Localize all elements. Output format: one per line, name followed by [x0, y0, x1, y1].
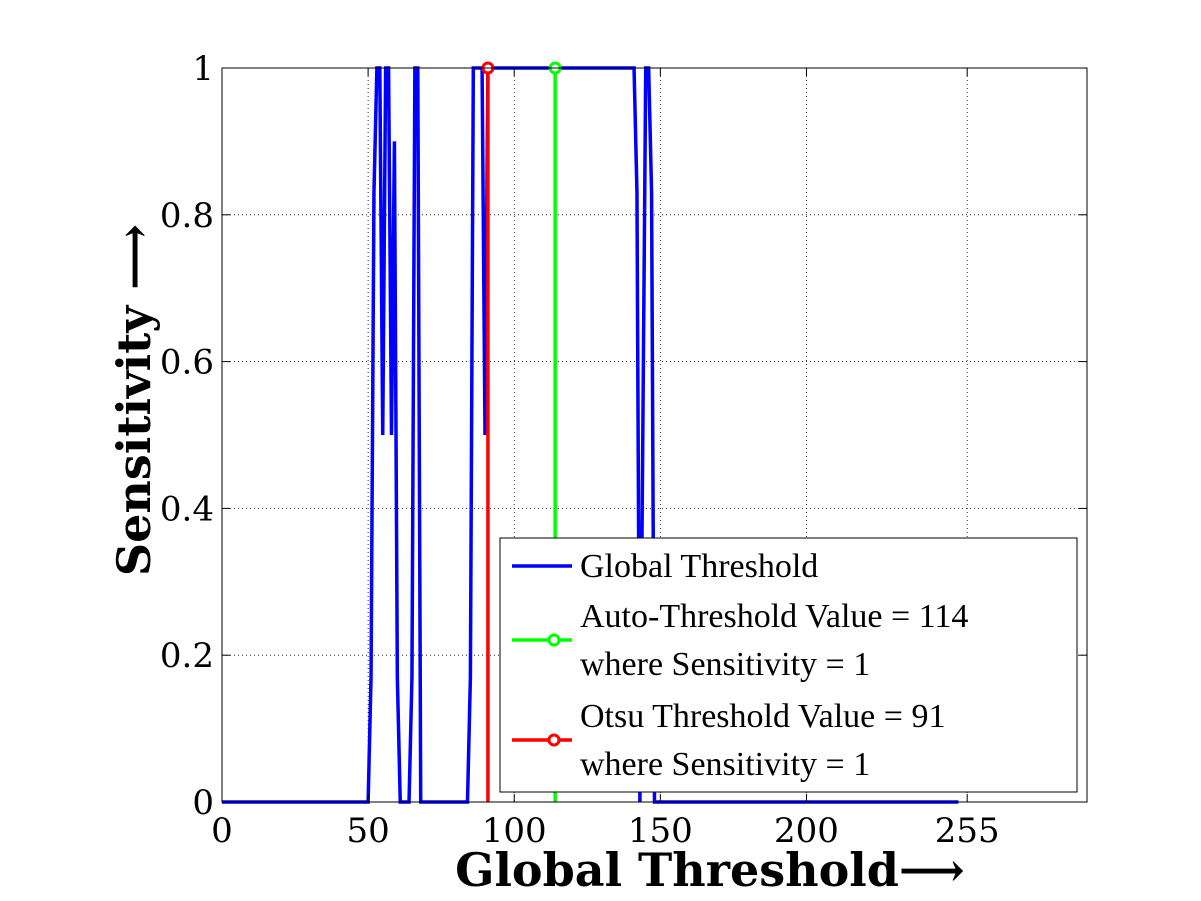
legend-label-1: Global Threshold: [580, 548, 818, 585]
legend-label-2-line-2: where Sensitivity = 1: [580, 646, 870, 683]
y-tick-label: 0.6: [160, 343, 214, 383]
legend: Global Threshold Auto-Threshold Value = 1…: [499, 537, 1078, 793]
plot-frame: [221, 67, 1088, 803]
legend-marker-3: [547, 733, 561, 747]
y-tick-label: 0.2: [160, 636, 214, 676]
y-tick-label: 1: [192, 49, 214, 89]
x-tick-label: 100: [482, 811, 547, 851]
legend-label-3-line-2: where Sensitivity = 1: [580, 746, 870, 783]
y-tick-label: 0: [192, 783, 214, 823]
x-tick-label: 0: [211, 811, 233, 851]
x-tick-label: 200: [774, 811, 839, 851]
y-axis-title: Sensitivity ⟶: [107, 224, 161, 576]
x-tick-label: 50: [346, 811, 389, 851]
axis-ticks: [221, 67, 1087, 803]
legend-box: [499, 537, 1078, 793]
x-tick-labels: 0 50 100 150 200 255: [211, 811, 999, 851]
y-tick-label: 0.8: [160, 196, 214, 236]
y-tick-label: 0.4: [160, 489, 214, 529]
x-tick-label: 150: [628, 811, 693, 851]
x-tick-label: 255: [935, 811, 1000, 851]
legend-label-2-line-1: Auto-Threshold Value = 114: [580, 598, 968, 635]
x-axis-title: Global Threshold⟶: [455, 843, 965, 897]
legend-label-3-line-1: Otsu Threshold Value = 91: [580, 698, 945, 735]
legend-marker-2: [547, 633, 561, 647]
y-tick-labels: 0 0.2 0.4 0.6 0.8 1: [160, 49, 214, 823]
